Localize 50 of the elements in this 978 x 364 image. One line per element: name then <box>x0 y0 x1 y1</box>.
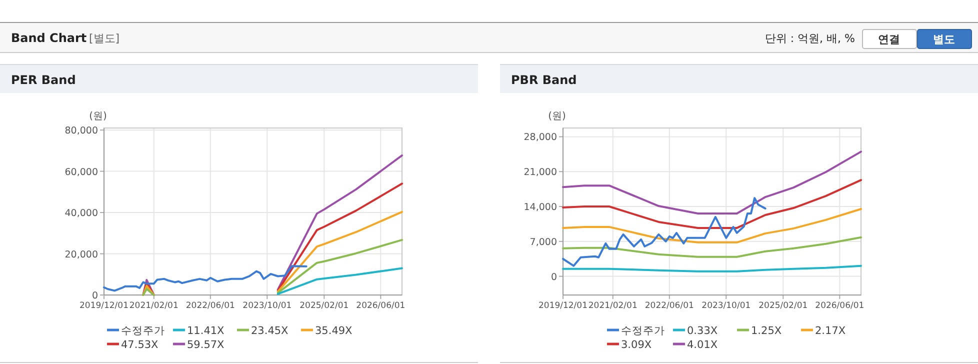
x-tick-label: 2019/12/01 <box>538 301 588 311</box>
x-tick-label: 2021/02/01 <box>588 301 638 311</box>
y-tick-label: 80,000 <box>64 126 98 137</box>
text: Band Chart <box>11 31 87 45</box>
legend-label: 1.25X <box>751 325 782 337</box>
line-series <box>562 208 862 244</box>
legend-label: 4.01X <box>687 339 718 351</box>
y-tick-label: 20,000 <box>64 249 98 260</box>
y-tick-label: 28,000 <box>524 132 557 144</box>
y-tick-label: 40,000 <box>64 208 98 220</box>
y-tick-label: 21,000 <box>524 167 557 178</box>
x-tick-label: 2023/10/01 <box>242 301 292 311</box>
line-series <box>103 265 308 292</box>
legend-label: 59.57X <box>187 339 224 351</box>
legend-label: 수정주가 <box>121 325 165 337</box>
legend-label: 11.41X <box>187 325 224 337</box>
legend-label: 47.53X <box>121 339 158 351</box>
text: [별도] <box>89 32 120 45</box>
x-tick-label: 2019/12/01 <box>80 301 128 311</box>
x-tick-label: 2023/10/01 <box>702 301 751 311</box>
line-series <box>562 150 862 214</box>
x-tick-label: 2021/02/01 <box>129 301 178 311</box>
chart-title: PBR Band <box>511 73 577 87</box>
legend-label: 0.33X <box>687 325 718 337</box>
legend-label: 3.09X <box>621 339 652 351</box>
line-series <box>562 179 862 229</box>
y-tick-label: 0 <box>550 272 557 283</box>
x-tick-label: 2022/06/01 <box>644 301 694 311</box>
y-tick-label: 14,000 <box>524 202 557 214</box>
y-tick-label: 0 <box>92 290 98 302</box>
legend-label: 35.49X <box>315 325 352 337</box>
y-tick-label: 7,000 <box>530 236 557 248</box>
x-tick-label: 2026/06/01 <box>356 301 406 311</box>
legend-label: 23.45X <box>251 325 288 337</box>
x-tick-label: 2022/06/01 <box>186 301 235 311</box>
y-axis-title: (원) <box>89 111 107 122</box>
y-tick-label: 60,000 <box>64 166 98 178</box>
x-tick-label: 2025/02/01 <box>300 301 349 311</box>
text: 연결 <box>878 33 900 46</box>
line-series <box>562 197 766 267</box>
chart-title: PER Band <box>11 73 76 87</box>
line-series <box>276 267 403 295</box>
legend-label: 수정주가 <box>621 325 665 337</box>
text: 단위 : 억원, 배, % <box>764 32 855 45</box>
legend-label: 2.17X <box>815 325 846 337</box>
x-tick-label: 2025/02/01 <box>758 301 808 311</box>
x-tick-label: 2026/06/01 <box>815 301 864 311</box>
text: 별도 <box>933 33 955 46</box>
line-series <box>562 236 862 258</box>
y-axis-title: (원) <box>548 111 566 122</box>
